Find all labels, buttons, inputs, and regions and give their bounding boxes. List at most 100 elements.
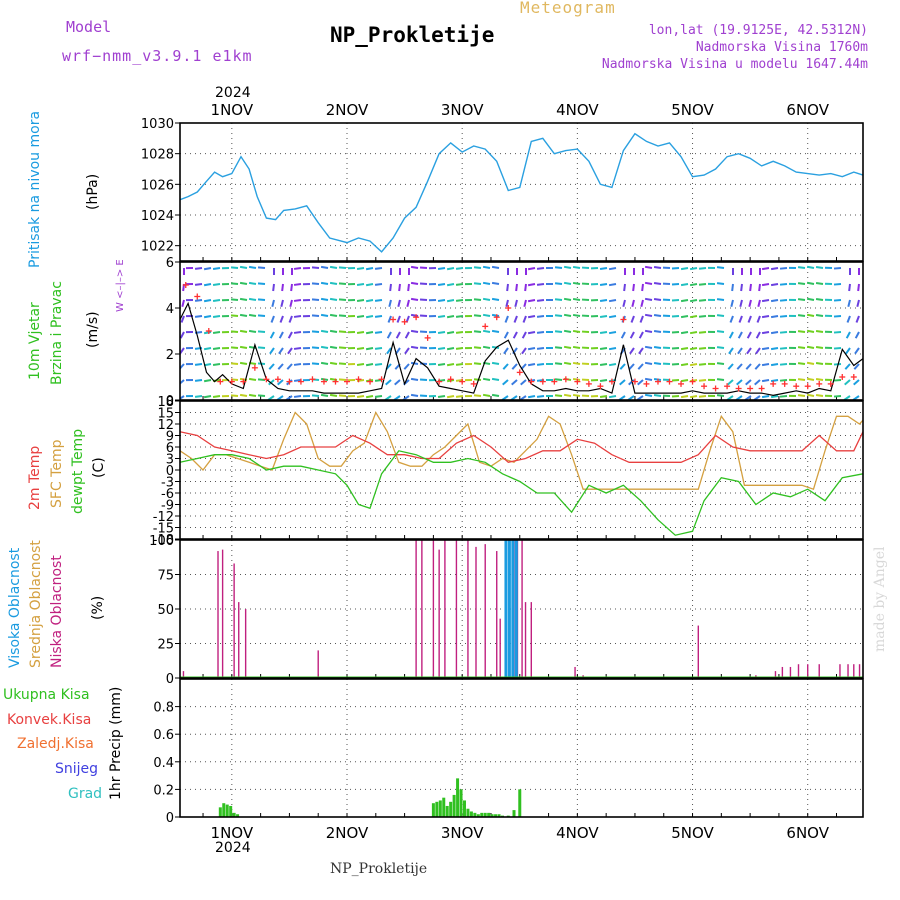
lonlat-label: lon,lat (19.9125E, 42.5312N)	[648, 23, 868, 38]
wind-arrow	[716, 394, 725, 397]
wind-arrow	[527, 267, 536, 271]
y-tick-label: 0.6	[153, 728, 174, 743]
wind-arrow	[446, 299, 455, 303]
wind-arrow	[365, 331, 374, 335]
wind-arrow	[736, 379, 743, 386]
wind-arrow	[536, 283, 545, 286]
wind-arrow	[797, 298, 806, 301]
wind-arrow	[680, 315, 689, 319]
wind-arrow	[271, 299, 275, 308]
wind-arrow	[293, 283, 302, 286]
wind-arrow	[833, 363, 842, 366]
wind-arrow	[212, 315, 221, 318]
footer-station: NP_Prokletije	[330, 861, 428, 877]
wind-arrow	[815, 378, 824, 381]
wind-arrow	[356, 395, 365, 398]
wind-arrow	[203, 283, 212, 287]
wind-arrow	[437, 267, 446, 270]
panel-bg	[180, 401, 863, 539]
cloud-panel-unit: (%)	[90, 595, 106, 620]
wind-arrow	[563, 313, 572, 317]
precip-bar	[518, 789, 522, 817]
wind-arrow	[644, 297, 653, 301]
wind-arrow	[329, 313, 338, 317]
y-tick-label: 0.8	[153, 701, 174, 716]
wind-arrow	[212, 395, 221, 398]
wind-arrow	[491, 329, 500, 333]
wind-arrow	[320, 281, 329, 285]
wind-arrow	[833, 299, 842, 302]
cloud-high-bar	[514, 540, 518, 678]
wind-arrow	[194, 395, 203, 398]
wind-arrow	[257, 346, 266, 349]
wind-arrow	[572, 393, 581, 397]
wind-arrow	[619, 363, 626, 370]
wind-arrow	[437, 331, 446, 334]
wind-arrow	[257, 298, 266, 301]
wind-arrow	[815, 266, 824, 269]
wind-arrow	[419, 330, 428, 333]
wind-arrow	[572, 281, 581, 285]
wind-arrow	[311, 346, 320, 349]
wind-arrow	[239, 281, 248, 285]
y-tick-label: -12	[153, 510, 174, 525]
wind-arrow	[446, 347, 455, 351]
wind-arrow	[847, 299, 851, 308]
wind-arrow	[398, 283, 401, 292]
wind-arrow	[320, 297, 329, 301]
wind-arrow	[761, 331, 770, 335]
wind-arrow	[410, 313, 419, 317]
wind-arrow	[491, 313, 500, 317]
wind-arrow	[622, 299, 626, 308]
wind-arrow	[505, 299, 509, 308]
wind-arrow	[473, 346, 482, 349]
wind-arrow	[365, 283, 374, 287]
wind-arrow	[455, 267, 464, 270]
wind-arrow	[689, 395, 698, 399]
wind-arrow	[779, 283, 788, 286]
wind-arrow	[482, 265, 491, 269]
y-tick-label: -18	[153, 533, 174, 548]
wind-arrow	[290, 283, 293, 292]
wind-arrow	[523, 299, 527, 308]
wind-arrow	[797, 314, 806, 317]
wind-arrow	[770, 267, 779, 271]
wind-arrow	[563, 281, 572, 285]
wind-arrow	[329, 297, 338, 301]
cloud-label-high: Visoka Oblacnost	[7, 547, 23, 668]
wind-arrow	[563, 297, 572, 301]
wind-arrow	[815, 282, 824, 285]
wind-arrow	[374, 395, 383, 398]
wind-arrow	[280, 299, 284, 308]
wind-panel-name: 10m Vjetar	[27, 302, 43, 380]
wind-arrow	[761, 283, 770, 287]
wind-arrow	[527, 395, 536, 399]
cloud-label-low: Niska Oblacnost	[49, 555, 65, 668]
y-tick-label: 4	[166, 302, 174, 317]
precip-bar	[456, 778, 460, 817]
wind-arrow	[729, 315, 734, 323]
wind-arrow	[632, 283, 635, 292]
wind-arrow	[446, 363, 455, 367]
wind-arrow	[599, 315, 608, 319]
wind-arrow	[320, 393, 329, 397]
wind-arrow	[180, 379, 185, 385]
wind-arrow	[389, 283, 392, 292]
panel-bg	[180, 262, 863, 400]
wind-arrow	[644, 329, 653, 333]
wind-arrow	[644, 313, 653, 317]
wind-arrow	[395, 331, 401, 339]
wind-arrow	[638, 347, 644, 355]
y-tick-label: 75	[157, 569, 174, 584]
wind-arrow	[698, 315, 707, 318]
y-tick-label: 9	[166, 430, 174, 445]
wind-arrow	[410, 377, 419, 381]
wind-arrow	[833, 395, 842, 398]
wind-arrow	[599, 347, 608, 351]
wind-arrow	[385, 379, 392, 386]
wind-arrow	[599, 363, 608, 367]
wind-arrow	[806, 329, 815, 333]
wind-panel-name2: Brzina i Pravac	[49, 281, 65, 385]
wind-arrow	[281, 283, 284, 292]
wind-arrow	[770, 363, 779, 367]
